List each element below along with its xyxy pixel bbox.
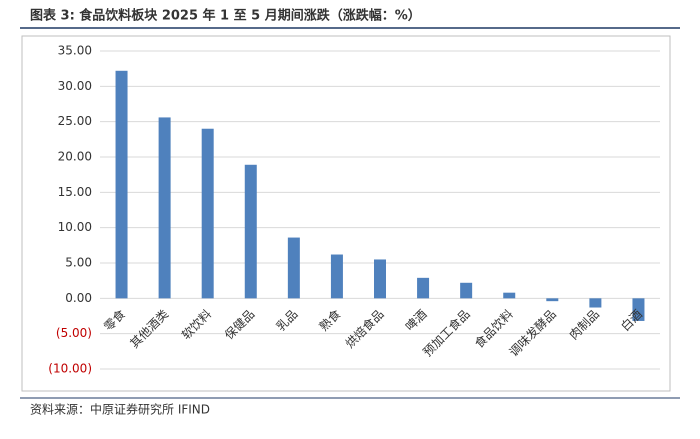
bar: [546, 298, 559, 302]
x-tick-label: 熟食: [316, 306, 344, 334]
bar: [460, 282, 473, 299]
x-tick-label: 肉制品: [567, 307, 602, 342]
bar: [287, 237, 300, 299]
bar: [201, 128, 214, 299]
bar: [503, 292, 516, 299]
bar: [244, 164, 257, 299]
bar: [330, 254, 343, 299]
bar: [115, 70, 128, 299]
y-tick-label: 20.00: [58, 150, 92, 164]
x-tick-label: 烘焙食品: [342, 306, 387, 351]
bar: [632, 298, 645, 321]
x-tick-label: 乳品: [274, 307, 301, 334]
x-tick-label: 食品饮料: [471, 306, 516, 351]
x-tick-label: 其他酒类: [127, 307, 171, 351]
y-tick-label: 0.00: [65, 291, 92, 305]
x-tick-label: 软饮料: [179, 307, 214, 342]
y-tick-label: (10.00): [48, 362, 92, 376]
x-tick-label: 调味发酵品: [506, 306, 559, 359]
y-tick-label: 35.00: [58, 44, 92, 58]
x-tick-label: 保健品: [222, 307, 257, 342]
y-tick-label: 25.00: [58, 114, 92, 128]
y-tick-label: (5.00): [56, 326, 92, 340]
bar: [158, 117, 171, 299]
y-tick-label: 30.00: [58, 79, 92, 93]
x-tick-label: 预加工食品: [420, 306, 473, 359]
x-tick-label: 啤酒: [402, 306, 430, 334]
x-tick-label: 零食: [101, 306, 129, 334]
bar: [589, 298, 602, 308]
y-tick-label: 5.00: [65, 256, 92, 270]
source-note: 资料来源：中原证券研究所 IFIND: [30, 402, 210, 417]
y-tick-label: 15.00: [58, 185, 92, 199]
chart-title: 图表 3: 食品饮料板块 2025 年 1 至 5 月期间涨跌（涨跌幅：%）: [30, 8, 421, 24]
bar: [417, 277, 430, 299]
bar: [374, 259, 386, 299]
y-tick-label: 10.00: [58, 220, 92, 234]
chart-frame: [21, 35, 671, 392]
